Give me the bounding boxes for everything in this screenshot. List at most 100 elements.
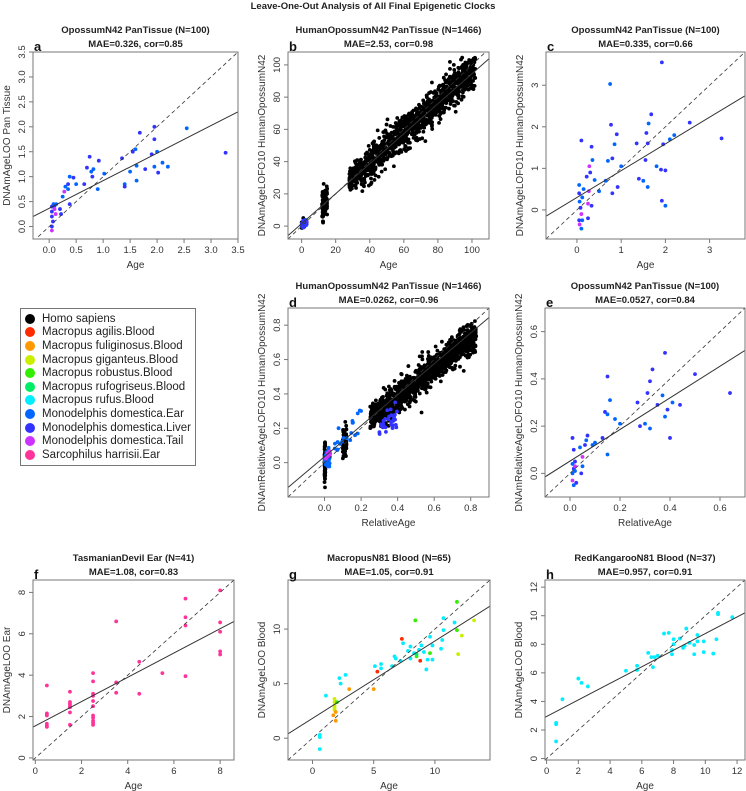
legend-item: Monodelphis domestica.Ear xyxy=(25,407,195,421)
data-point xyxy=(49,224,54,229)
data-point xyxy=(571,483,576,488)
data-point xyxy=(428,121,433,126)
data-point xyxy=(453,356,458,361)
data-point xyxy=(406,140,411,145)
data-point xyxy=(398,400,403,405)
data-point xyxy=(659,198,664,203)
data-point xyxy=(348,182,353,187)
data-point xyxy=(615,185,620,189)
data-point xyxy=(389,153,394,158)
data-point xyxy=(387,394,392,399)
data-point xyxy=(571,447,576,452)
legend-label: Macropus rufogriseus.Blood xyxy=(42,380,186,393)
data-point xyxy=(373,167,378,171)
data-point xyxy=(554,739,559,744)
data-point xyxy=(223,150,228,155)
data-point xyxy=(418,658,423,663)
data-point xyxy=(451,62,456,67)
points xyxy=(288,308,489,497)
data-point xyxy=(91,699,95,703)
data-point xyxy=(133,147,138,152)
data-point xyxy=(418,111,423,116)
data-point xyxy=(426,118,431,123)
data-point xyxy=(53,212,58,216)
y-tick-label: 4 xyxy=(17,673,28,678)
x-tick-label: 3.5 xyxy=(231,245,244,256)
data-point xyxy=(466,329,471,334)
legend-item: Homo sapiens xyxy=(25,312,195,326)
data-point xyxy=(44,683,49,688)
data-point xyxy=(645,391,650,395)
data-point xyxy=(392,379,397,383)
x-tick-label: 8 xyxy=(671,766,676,777)
data-point xyxy=(375,669,380,674)
data-point xyxy=(463,74,468,78)
legend-label: Macropus giganteus.Blood xyxy=(42,353,179,366)
data-point xyxy=(420,357,425,362)
legend-item: Monodelphis domestica.Liver xyxy=(25,421,195,435)
data-point xyxy=(137,130,142,135)
panel-title: MacropusN81 Blood (N=65) xyxy=(327,553,451,564)
data-point xyxy=(606,158,610,163)
data-point xyxy=(95,187,100,192)
data-point xyxy=(402,399,407,404)
data-point xyxy=(417,102,421,107)
data-point xyxy=(407,391,412,396)
data-point xyxy=(366,143,371,148)
data-point xyxy=(183,674,188,679)
data-point xyxy=(459,351,464,356)
data-point xyxy=(449,365,453,370)
data-point xyxy=(460,64,465,69)
x-tick-label: 3 xyxy=(707,245,712,256)
data-point xyxy=(362,160,367,164)
data-point xyxy=(391,149,395,154)
y-tick-label: 0.2 xyxy=(529,420,540,433)
data-point xyxy=(695,633,700,637)
data-point xyxy=(383,167,388,172)
data-point xyxy=(420,136,425,141)
data-point xyxy=(429,371,434,375)
data-point xyxy=(357,408,362,413)
data-point xyxy=(393,121,398,125)
points xyxy=(288,580,490,760)
data-point xyxy=(612,142,617,147)
data-point xyxy=(421,650,426,654)
data-point xyxy=(91,167,96,172)
y-tick-label: 3 xyxy=(530,83,541,88)
data-point xyxy=(360,177,365,181)
y-axis-label: DNAmAgeLOO Blood xyxy=(514,622,525,719)
x-tick-label: 100 xyxy=(464,245,480,256)
data-point xyxy=(399,403,404,408)
data-point xyxy=(716,610,720,615)
data-point xyxy=(636,176,641,181)
data-point xyxy=(465,83,470,88)
data-point xyxy=(419,382,423,387)
data-point xyxy=(433,108,438,113)
data-point xyxy=(577,199,582,204)
x-tick-label: 60 xyxy=(399,245,410,256)
data-point xyxy=(424,382,429,387)
data-point xyxy=(397,119,402,124)
data-point xyxy=(388,124,393,128)
regression-line xyxy=(288,58,489,237)
data-point xyxy=(439,646,443,651)
y-tick-label: 8 xyxy=(17,590,28,595)
data-point xyxy=(347,687,352,691)
legend-item: Macropus robustus.Blood xyxy=(25,366,195,380)
data-point xyxy=(399,372,404,377)
data-point xyxy=(424,667,429,672)
data-point xyxy=(434,368,439,373)
panel-d: 0.0 0.2 0.4 0.6 0.8 0.0 0.2 0.4 0.6 0.8 RelativeAg… xyxy=(257,281,490,529)
panel-letter: h xyxy=(546,567,554,582)
data-point xyxy=(574,480,579,485)
data-point xyxy=(355,411,360,416)
panel-letter: f xyxy=(34,567,39,582)
data-point xyxy=(384,429,388,434)
data-point xyxy=(448,102,453,106)
y-tick-label: 8 xyxy=(529,642,540,647)
data-point xyxy=(393,400,398,405)
data-point xyxy=(423,379,428,384)
y-axis-label: DNAmRelativeAgeLOFO10 HumanOpossumN42 xyxy=(257,293,268,511)
data-point xyxy=(380,425,385,430)
data-point xyxy=(322,444,327,449)
